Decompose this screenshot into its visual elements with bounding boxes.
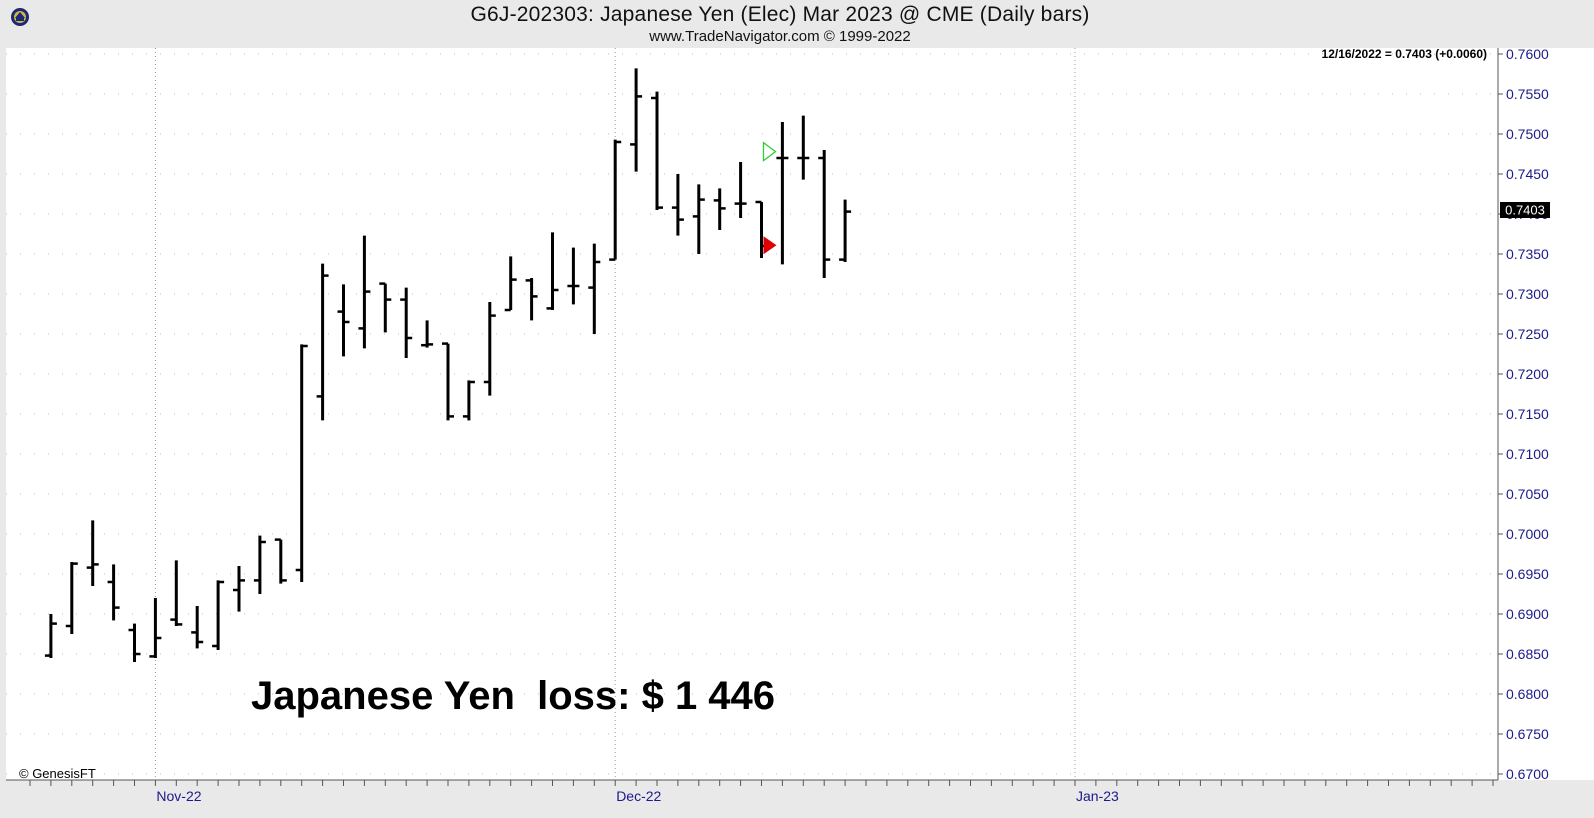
ohlc-bar[interactable] [504,256,517,312]
ohlc-bar[interactable] [609,139,622,261]
y-tick-label: 0.6750 [1506,726,1549,742]
y-tick-label: 0.6800 [1506,686,1549,702]
y-tick-label: 0.7100 [1506,446,1549,462]
y-tick-label: 0.7050 [1506,486,1549,502]
ohlc-bar[interactable] [818,150,831,278]
x-tick-label: Jan-23 [1076,788,1119,804]
y-tick-label: 0.7250 [1506,326,1549,342]
y-tick-label: 0.7300 [1506,286,1549,302]
ohlc-bar[interactable] [65,562,78,634]
x-tick-label: Dec-22 [616,788,661,804]
ohlc-bar[interactable] [546,232,559,310]
ohlc-bar[interactable] [734,162,747,218]
ohlc-bar[interactable] [776,122,789,265]
ohlc-bar[interactable] [462,380,475,421]
ohlc-bar[interactable] [483,302,496,396]
ohlc-bar[interactable] [379,282,392,333]
y-tick-label: 0.7600 [1506,46,1549,62]
chart-title: G6J-202303: Japanese Yen (Elec) Mar 2023… [470,3,1090,26]
ohlc-bar[interactable] [337,284,350,357]
y-tick-label: 0.6850 [1506,646,1549,662]
price-readout: 12/16/2022 = 0.7403 (+0.0060) [1321,47,1487,61]
ohlc-bar[interactable] [421,320,434,348]
ohlc-bar[interactable] [170,560,183,626]
y-tick-label: 0.6950 [1506,566,1549,582]
ohlc-bar[interactable] [588,243,601,334]
trade-result-annotation: Japanese Yen loss: $ 1 446 [251,674,776,718]
data-credit: © GenesisFT [19,766,96,781]
y-tick-label: 0.7150 [1506,406,1549,422]
ohlc-bar[interactable] [86,520,99,586]
chart-subtitle: www.TradeNavigator.com © 1999-2022 [649,28,911,45]
y-tick-label: 0.6700 [1506,766,1549,782]
y-tick-label: 0.7000 [1506,526,1549,542]
entry-marker[interactable] [762,141,777,162]
last-price-box [1500,202,1550,218]
y-tick-label: 0.7200 [1506,366,1549,382]
time-axis-panel [0,781,1594,818]
ohlc-bar[interactable] [107,564,120,621]
ohlc-bar[interactable] [212,580,225,650]
ohlc-bar[interactable] [692,184,705,254]
last-price-label: 0.7403 [1505,203,1545,218]
ohlc-bar[interactable] [191,606,204,649]
ohlc-bar[interactable] [274,538,287,584]
ohlc-bar[interactable] [358,235,371,349]
y-tick-label: 0.7450 [1506,166,1549,182]
ohlc-bar[interactable] [316,263,329,421]
ohlc-bar[interactable] [671,174,684,236]
ohlc-bar[interactable] [295,344,308,582]
y-tick-label: 0.6900 [1506,606,1549,622]
plot-area [6,48,1498,780]
price-axis-panel [1498,48,1594,780]
ohlc-bar[interactable] [400,287,413,358]
ohlc-bar[interactable] [149,598,162,658]
y-tick-label: 0.7550 [1506,86,1549,102]
exit-marker[interactable] [763,236,777,255]
ohlc-bar[interactable] [651,91,663,210]
ohlc-bar[interactable] [128,623,141,662]
genesis-logo-icon[interactable] [9,7,31,27]
ohlc-bar[interactable] [839,199,852,262]
ohlc-bar[interactable] [233,566,245,612]
ohlc-bar[interactable] [630,68,643,172]
ohlc-bar[interactable] [253,535,266,594]
ohlc-bar[interactable] [797,115,810,180]
ohlc-bar[interactable] [525,278,538,321]
ohlc-bar[interactable] [713,188,726,230]
x-tick-label: Nov-22 [156,788,201,804]
y-tick-label: 0.7500 [1506,126,1549,142]
ohlc-bar[interactable] [567,247,580,305]
y-tick-label: 0.7350 [1506,246,1549,262]
ohlc-bar[interactable] [442,342,454,421]
ohlc-bar[interactable] [44,614,57,658]
